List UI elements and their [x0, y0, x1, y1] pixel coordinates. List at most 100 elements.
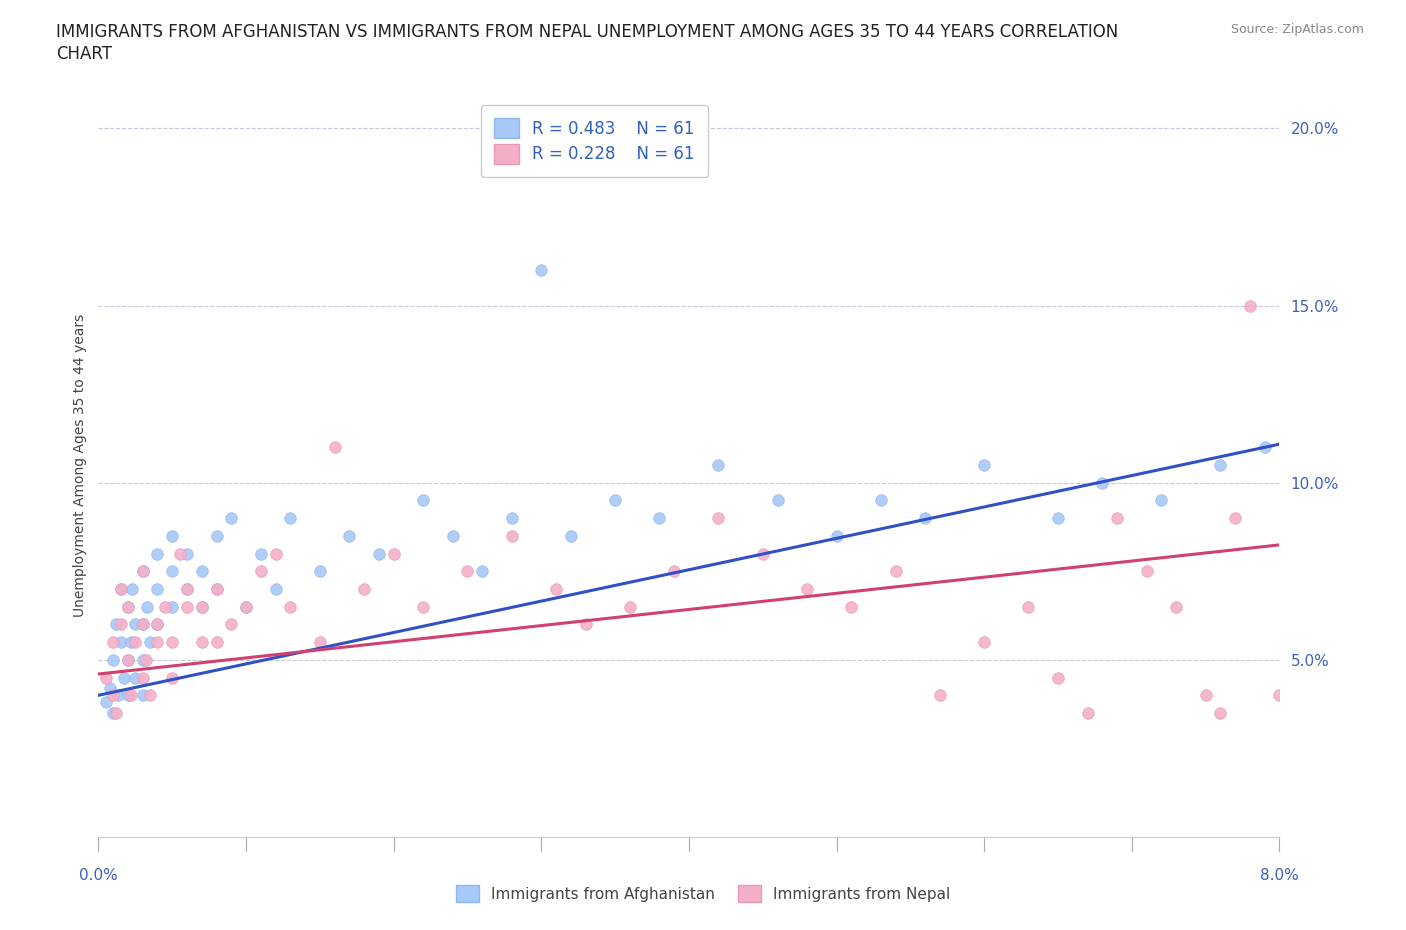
Point — [146, 617, 169, 631]
Point — [132, 564, 155, 578]
Point — [1195, 688, 1218, 703]
Point — [368, 546, 391, 561]
Point — [707, 458, 730, 472]
Point — [973, 634, 995, 649]
Point — [103, 634, 125, 649]
Point — [120, 688, 142, 703]
Legend: R = 0.483    N = 61, R = 0.228    N = 61: R = 0.483 N = 61, R = 0.228 N = 61 — [481, 105, 709, 177]
Point — [146, 617, 169, 631]
Text: 8.0%: 8.0% — [1260, 868, 1299, 883]
Point — [1150, 493, 1173, 508]
Point — [870, 493, 893, 508]
Point — [176, 581, 198, 596]
Y-axis label: Unemployment Among Ages 35 to 44 years: Unemployment Among Ages 35 to 44 years — [73, 313, 87, 617]
Point — [162, 599, 183, 614]
Point — [412, 599, 434, 614]
Point — [103, 653, 125, 668]
Point — [1018, 599, 1040, 614]
Point — [339, 528, 361, 543]
Point — [132, 688, 155, 703]
Point — [323, 440, 346, 455]
Point — [132, 617, 155, 631]
Point — [250, 546, 273, 561]
Point — [94, 671, 117, 685]
Point — [766, 493, 789, 508]
Point — [139, 634, 162, 649]
Point — [1046, 511, 1070, 525]
Text: 0.0%: 0.0% — [79, 868, 118, 883]
Point — [124, 617, 146, 631]
Point — [176, 546, 198, 561]
Point — [441, 528, 464, 543]
Point — [707, 511, 730, 525]
Point — [648, 511, 671, 525]
Point — [176, 581, 198, 596]
Point — [205, 528, 228, 543]
Point — [162, 564, 183, 578]
Point — [1239, 299, 1261, 313]
Point — [162, 671, 183, 685]
Point — [153, 599, 176, 614]
Point — [605, 493, 627, 508]
Point — [280, 511, 302, 525]
Point — [1046, 671, 1070, 685]
Point — [264, 581, 287, 596]
Point — [914, 511, 936, 525]
Point — [530, 262, 553, 277]
Point — [117, 653, 139, 668]
Point — [884, 564, 907, 578]
Point — [117, 688, 139, 703]
Point — [124, 634, 146, 649]
Point — [973, 458, 995, 472]
Point — [117, 599, 139, 614]
Point — [135, 653, 157, 668]
Point — [280, 599, 302, 614]
Point — [501, 528, 523, 543]
Point — [235, 599, 257, 614]
Point — [1077, 706, 1099, 721]
Point — [191, 634, 214, 649]
Point — [796, 581, 818, 596]
Point — [191, 599, 214, 614]
Point — [235, 599, 257, 614]
Point — [546, 581, 568, 596]
Point — [353, 581, 375, 596]
Point — [929, 688, 952, 703]
Point — [162, 634, 183, 649]
Point — [94, 695, 117, 710]
Point — [382, 546, 405, 561]
Legend: Immigrants from Afghanistan, Immigrants from Nepal: Immigrants from Afghanistan, Immigrants … — [450, 879, 956, 909]
Point — [1254, 440, 1277, 455]
Point — [560, 528, 582, 543]
Point — [221, 617, 243, 631]
Point — [176, 599, 198, 614]
Point — [124, 671, 146, 685]
Point — [1209, 458, 1232, 472]
Point — [110, 581, 132, 596]
Point — [169, 546, 191, 561]
Point — [132, 564, 155, 578]
Point — [1107, 511, 1129, 525]
Point — [132, 653, 155, 668]
Point — [110, 617, 132, 631]
Point — [117, 599, 139, 614]
Point — [264, 546, 287, 561]
Text: IMMIGRANTS FROM AFGHANISTAN VS IMMIGRANTS FROM NEPAL UNEMPLOYMENT AMONG AGES 35 : IMMIGRANTS FROM AFGHANISTAN VS IMMIGRANT… — [56, 23, 1119, 41]
Point — [250, 564, 273, 578]
Point — [205, 581, 228, 596]
Point — [146, 546, 169, 561]
Point — [132, 617, 155, 631]
Point — [191, 564, 214, 578]
Point — [107, 688, 129, 703]
Text: CHART: CHART — [56, 45, 112, 62]
Point — [1166, 599, 1188, 614]
Point — [105, 617, 128, 631]
Point — [110, 581, 132, 596]
Point — [1091, 475, 1114, 490]
Point — [752, 546, 775, 561]
Point — [121, 581, 143, 596]
Point — [205, 634, 228, 649]
Point — [98, 681, 121, 696]
Point — [412, 493, 434, 508]
Point — [309, 634, 332, 649]
